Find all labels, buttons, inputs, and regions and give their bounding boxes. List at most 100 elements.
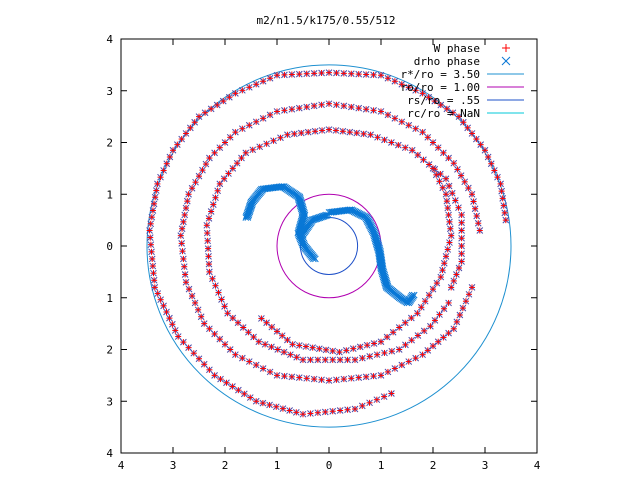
w-phase-point	[279, 332, 286, 339]
w-phase-point	[214, 101, 221, 108]
w-phase-point	[446, 182, 453, 189]
drho-phase-point	[408, 291, 416, 299]
y-tick-label: 4	[106, 33, 113, 46]
w-phase-point	[163, 160, 170, 167]
w-phase-point	[250, 333, 257, 340]
w-phase-point	[289, 341, 296, 348]
w-phase-point	[323, 346, 330, 353]
w-phase-point	[352, 356, 358, 363]
w-phase-point	[300, 356, 306, 363]
chart-title: m2/n1.5/k175/0.55/512	[256, 14, 395, 27]
w-phase-point	[499, 195, 506, 202]
w-phase-point	[154, 180, 161, 187]
w-phase-point	[312, 128, 319, 135]
w-phase-point	[267, 368, 274, 375]
w-phase-point	[337, 356, 344, 363]
w-phase-point	[184, 198, 191, 205]
w-phase-point	[229, 383, 236, 390]
w-phase-point	[180, 255, 187, 262]
w-phase-point	[204, 230, 211, 237]
w-phase-point	[390, 329, 397, 336]
w-phase-point	[446, 218, 453, 225]
w-phase-point	[286, 407, 293, 414]
w-phase-point	[458, 243, 465, 249]
w-phase-point	[418, 304, 425, 311]
w-phase-point	[211, 330, 218, 337]
cross-b	[295, 231, 302, 238]
w-phase-point	[352, 406, 358, 413]
w-phase-point	[384, 368, 391, 375]
w-phase-point	[396, 346, 403, 353]
w-phase-point	[443, 105, 450, 112]
w-phase-point	[263, 140, 270, 147]
w-phase-point	[216, 336, 223, 343]
w-phase-point	[293, 409, 300, 416]
w-phase-point	[444, 205, 451, 212]
w-phase-point	[205, 215, 212, 222]
cross-b	[299, 241, 306, 248]
w-phase-point	[452, 197, 459, 204]
w-phase-point	[462, 298, 469, 305]
w-phase-point	[363, 71, 370, 78]
w-phase-point	[346, 129, 353, 136]
w-phase-point	[332, 127, 339, 134]
w-phase-point	[179, 225, 186, 232]
w-phase-point	[181, 263, 188, 270]
w-phase-point	[208, 208, 215, 215]
w-phase-point	[472, 205, 479, 212]
w-phase-point	[235, 387, 242, 394]
w-phase-point	[355, 374, 362, 381]
x-tick-label: 0	[326, 459, 333, 472]
drho-phase-point	[310, 255, 317, 263]
w-phase-point	[185, 191, 192, 198]
w-phase-point	[396, 324, 403, 331]
w-phase-point	[229, 315, 236, 322]
w-phase-point	[268, 324, 275, 331]
w-phase-point	[419, 129, 426, 136]
w-phase-point	[180, 339, 187, 346]
w-phase-point	[461, 178, 468, 185]
w-phase-point	[427, 323, 434, 330]
w-phase-point	[412, 125, 419, 132]
w-phase-point	[195, 306, 202, 313]
x-tick-label: 4	[534, 459, 541, 472]
w-phase-point	[277, 134, 284, 141]
w-phase-point	[405, 358, 412, 365]
w-phase-point	[311, 70, 318, 77]
w-phase-point	[439, 267, 446, 274]
w-phase-point	[344, 406, 351, 413]
w-phase-point	[263, 319, 270, 326]
w-phase-point	[205, 261, 212, 268]
w-phase-point	[424, 134, 431, 141]
w-phase-point	[431, 98, 438, 105]
w-phase-point	[221, 303, 228, 310]
w-phase-point	[189, 185, 196, 192]
w-phase-point	[288, 373, 295, 380]
x-tick-label: 3	[482, 459, 489, 472]
w-phase-point	[287, 351, 294, 358]
legend-marker	[501, 56, 511, 66]
w-phase-point	[465, 185, 472, 192]
w-phase-point	[500, 202, 507, 209]
w-phase-point	[148, 214, 155, 221]
w-phase-point	[469, 130, 475, 137]
w-phase-point	[470, 198, 477, 205]
w-phase-point	[326, 100, 332, 107]
w-phase-point	[473, 136, 480, 143]
w-phase-point	[229, 165, 236, 172]
cross-b	[359, 212, 366, 220]
w-phase-point	[199, 167, 206, 174]
y-tick-label: 0	[106, 240, 113, 253]
w-phase-point	[267, 111, 274, 118]
w-phase-point	[303, 70, 310, 77]
cross-b	[346, 206, 354, 214]
w-phase-point	[405, 84, 412, 91]
w-phase-point	[355, 105, 362, 112]
w-phase-point	[235, 319, 241, 326]
w-phase-point	[449, 190, 456, 197]
w-phase-point	[318, 70, 325, 77]
cross-b	[382, 282, 390, 290]
w-phase-point	[431, 317, 438, 324]
w-phase-point	[201, 320, 208, 327]
